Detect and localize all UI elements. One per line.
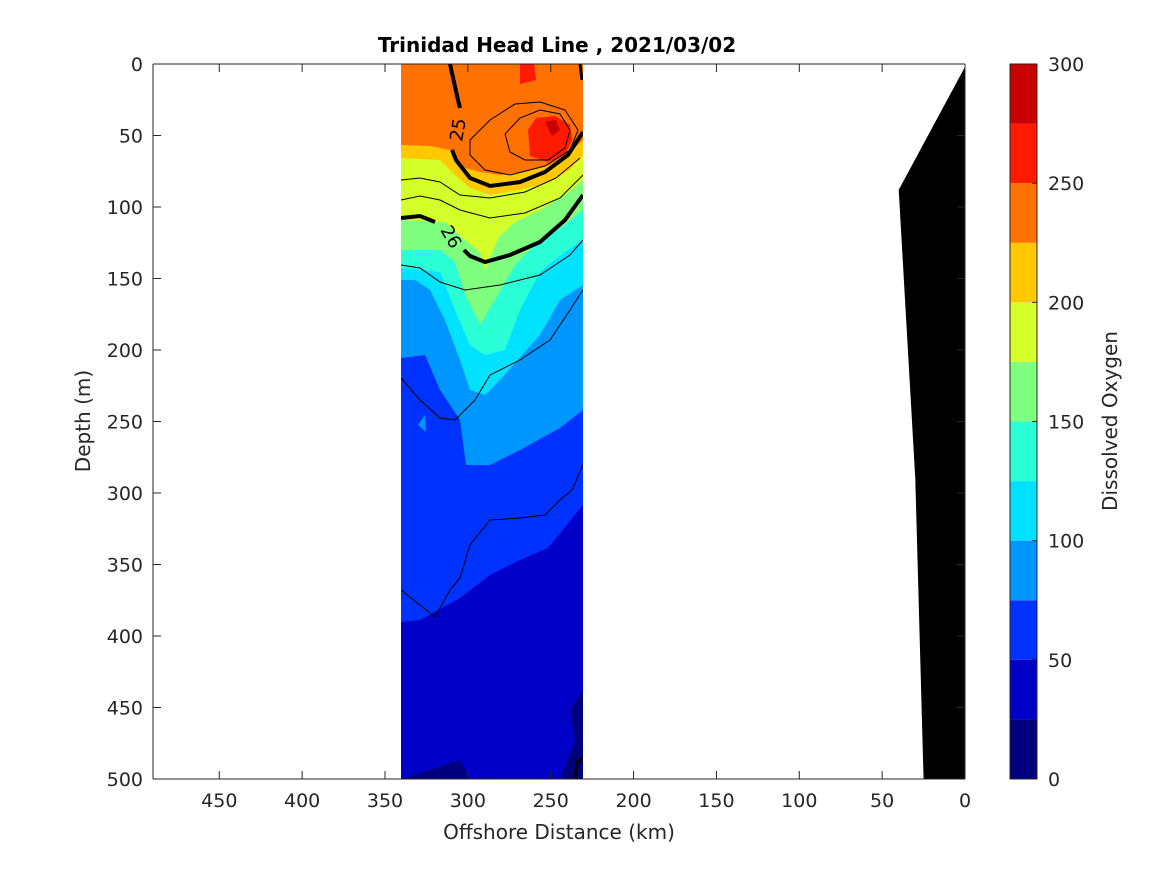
colorbar-tick-label: 100 bbox=[1048, 531, 1084, 553]
colorbar-swatch bbox=[1010, 421, 1037, 482]
colorbar-swatch bbox=[1010, 481, 1037, 541]
x-tick-label: 0 bbox=[959, 790, 971, 812]
thin-contour-d bbox=[401, 174, 583, 219]
colorbar-tick-label: 50 bbox=[1048, 650, 1072, 672]
thin-contour-c bbox=[401, 157, 581, 199]
x-tick-label: 450 bbox=[201, 790, 237, 812]
thin-contour-a bbox=[469, 101, 579, 176]
x-tick-label: 250 bbox=[533, 790, 569, 812]
y-axis-label: Depth (m) bbox=[71, 370, 95, 472]
x-tick-label: 300 bbox=[450, 790, 486, 812]
colorbar-swatch bbox=[1010, 659, 1037, 720]
thin-contour-h bbox=[573, 64, 583, 779]
colorbar-swatch bbox=[1010, 302, 1037, 362]
x-tick-label: 50 bbox=[870, 790, 894, 812]
colorbar-tick-label: 150 bbox=[1048, 412, 1084, 434]
y-tick-label: 100 bbox=[107, 197, 143, 219]
y-tick-label: 0 bbox=[131, 54, 143, 76]
thin-contour-b bbox=[504, 109, 571, 161]
x-axis-ticks: 450 400 350 300 250 200 150 100 50 0 bbox=[201, 64, 971, 812]
y-tick-label: 350 bbox=[107, 555, 143, 577]
bathymetry-shelf bbox=[898, 66, 965, 780]
y-tick-label: 50 bbox=[119, 126, 143, 148]
colorbar-swatch bbox=[1010, 242, 1037, 303]
x-tick-label: 200 bbox=[615, 790, 651, 812]
colorbar-label: Dissolved Oxygen bbox=[1098, 331, 1122, 511]
contour-lines bbox=[401, 64, 583, 779]
colorbar-tick-label: 200 bbox=[1048, 292, 1084, 314]
isopycnal-26 bbox=[401, 193, 583, 265]
colorbar-tick-label: 300 bbox=[1048, 54, 1084, 76]
y-tick-label: 250 bbox=[107, 412, 143, 434]
x-tick-label: 400 bbox=[284, 790, 320, 812]
thin-contour-e bbox=[401, 239, 583, 291]
colorbar-tick-label: 0 bbox=[1048, 769, 1060, 791]
y-tick-label: 300 bbox=[107, 483, 143, 505]
colorbar-swatch bbox=[1010, 361, 1037, 422]
colorbar-swatch bbox=[1010, 719, 1037, 779]
colorbar-swatch bbox=[1010, 600, 1037, 660]
y-tick-label: 500 bbox=[107, 769, 143, 791]
thin-contour-g bbox=[401, 464, 583, 618]
contour-label-25: 25 bbox=[446, 117, 471, 143]
x-tick-label: 150 bbox=[698, 790, 734, 812]
isopycnal-25 bbox=[448, 64, 583, 189]
y-tick-label: 200 bbox=[107, 340, 143, 362]
colorbar-swatch bbox=[1010, 64, 1037, 124]
y-tick-label: 150 bbox=[107, 269, 143, 291]
thin-contour-f bbox=[401, 289, 583, 421]
colorbar-swatch bbox=[1010, 123, 1037, 184]
x-tick-label: 100 bbox=[781, 790, 817, 812]
colorbar-swatch bbox=[1010, 183, 1037, 243]
x-tick-label: 350 bbox=[367, 790, 403, 812]
y-tick-label: 450 bbox=[107, 698, 143, 720]
x-axis-label: Offshore Distance (km) bbox=[443, 820, 675, 844]
y-axis-ticks: 0 50 100 150 200 250 300 350 400 450 500 bbox=[107, 54, 965, 791]
colorbar-swatch bbox=[1010, 540, 1037, 601]
colorbar-tick-label: 250 bbox=[1048, 173, 1084, 195]
colorbar: 0 50 100 150 200 250 300 bbox=[1009, 54, 1084, 791]
y-tick-label: 400 bbox=[107, 626, 143, 648]
chart-title: Trinidad Head Line , 2021/03/02 bbox=[378, 33, 736, 57]
band-250-275 bbox=[520, 64, 572, 162]
band-275-300 bbox=[545, 120, 560, 136]
